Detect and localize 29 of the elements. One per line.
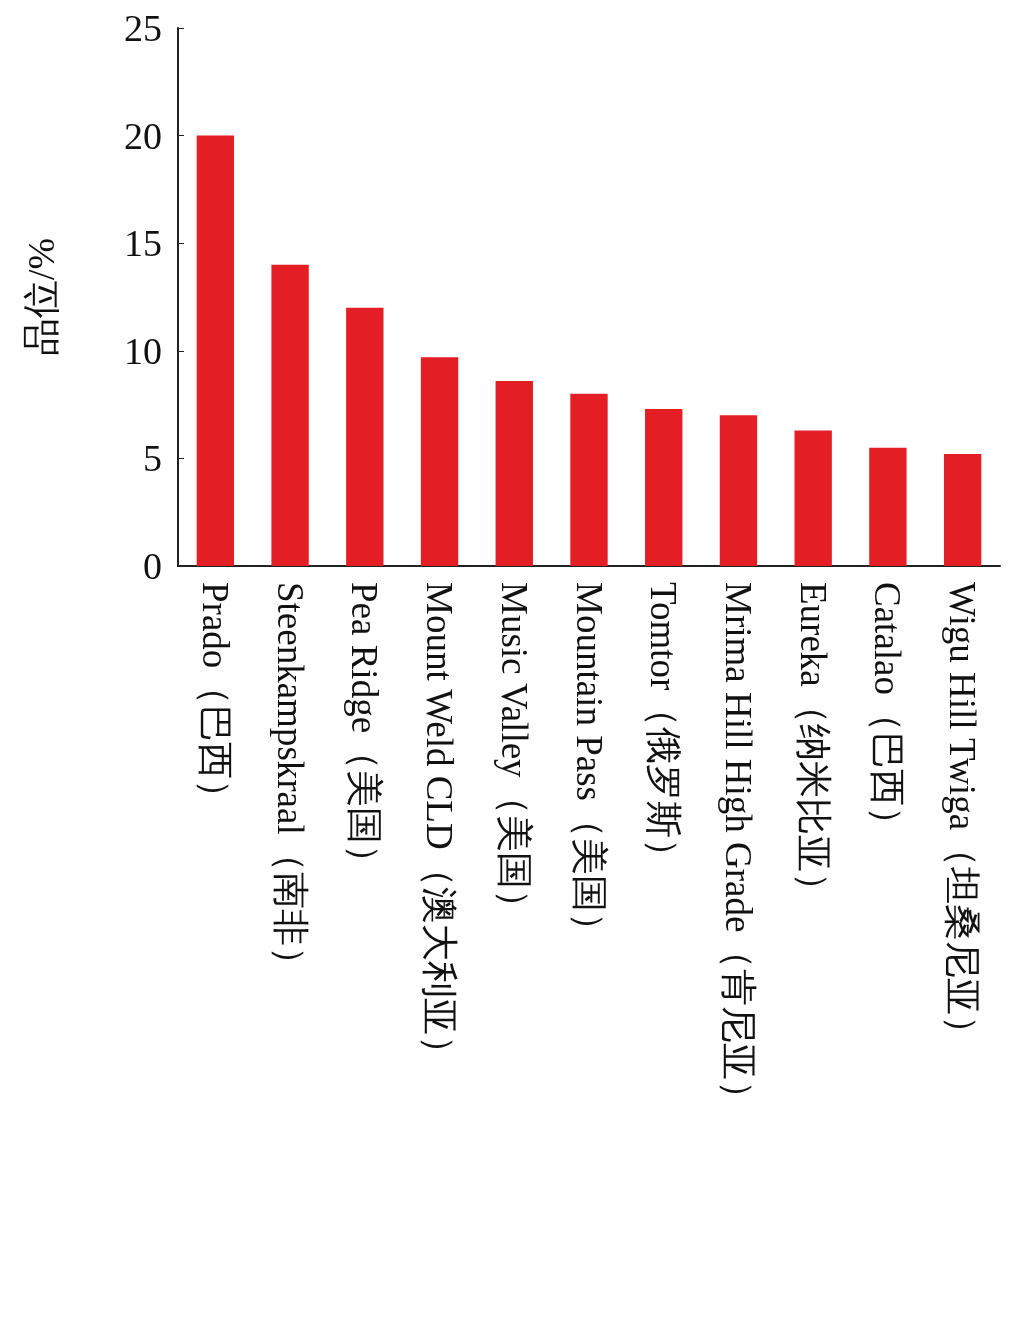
x-tick-label: Catalao（巴西） xyxy=(867,582,909,844)
bar xyxy=(346,307,384,566)
x-tick-label: Wigu Hill Twiga（坦桑尼亚） xyxy=(942,582,984,1053)
y-tick-label: 10 xyxy=(124,329,162,372)
y-tick-label: 0 xyxy=(143,545,162,587)
y-tick-label: 5 xyxy=(143,437,162,480)
y-tick-label: 25 xyxy=(124,7,162,49)
bar xyxy=(645,408,683,566)
x-tick-label: Eureka（纳米比亚） xyxy=(792,582,834,909)
bar xyxy=(943,454,982,566)
bar xyxy=(495,380,533,566)
x-tick-label: Music Valley（美国） xyxy=(493,582,535,926)
bar xyxy=(869,447,907,566)
bar xyxy=(420,357,459,566)
y-tick-label: 20 xyxy=(124,114,162,157)
bar xyxy=(271,264,309,566)
bar xyxy=(570,393,608,566)
y-axis-title: 品位/% xyxy=(20,237,62,357)
x-tick-label: Mount Weld CLD（澳大利亚） xyxy=(419,582,461,1072)
x-tick-label: Pea Ridge（美国） xyxy=(344,582,386,882)
bar xyxy=(196,135,235,566)
x-tick-label: Steenkampskraal（南非） xyxy=(269,582,311,983)
x-tick-label: Mountain Pass（美国） xyxy=(568,582,610,949)
y-tick-label: 15 xyxy=(124,222,162,265)
x-tick-label: Prado（巴西） xyxy=(194,582,236,817)
bar xyxy=(794,430,832,566)
bar xyxy=(719,415,758,566)
x-tick-label: Mrima Hill High Grade（肯尼亚） xyxy=(717,582,759,1118)
x-tick-label: Tomtor（俄罗斯） xyxy=(643,582,685,876)
